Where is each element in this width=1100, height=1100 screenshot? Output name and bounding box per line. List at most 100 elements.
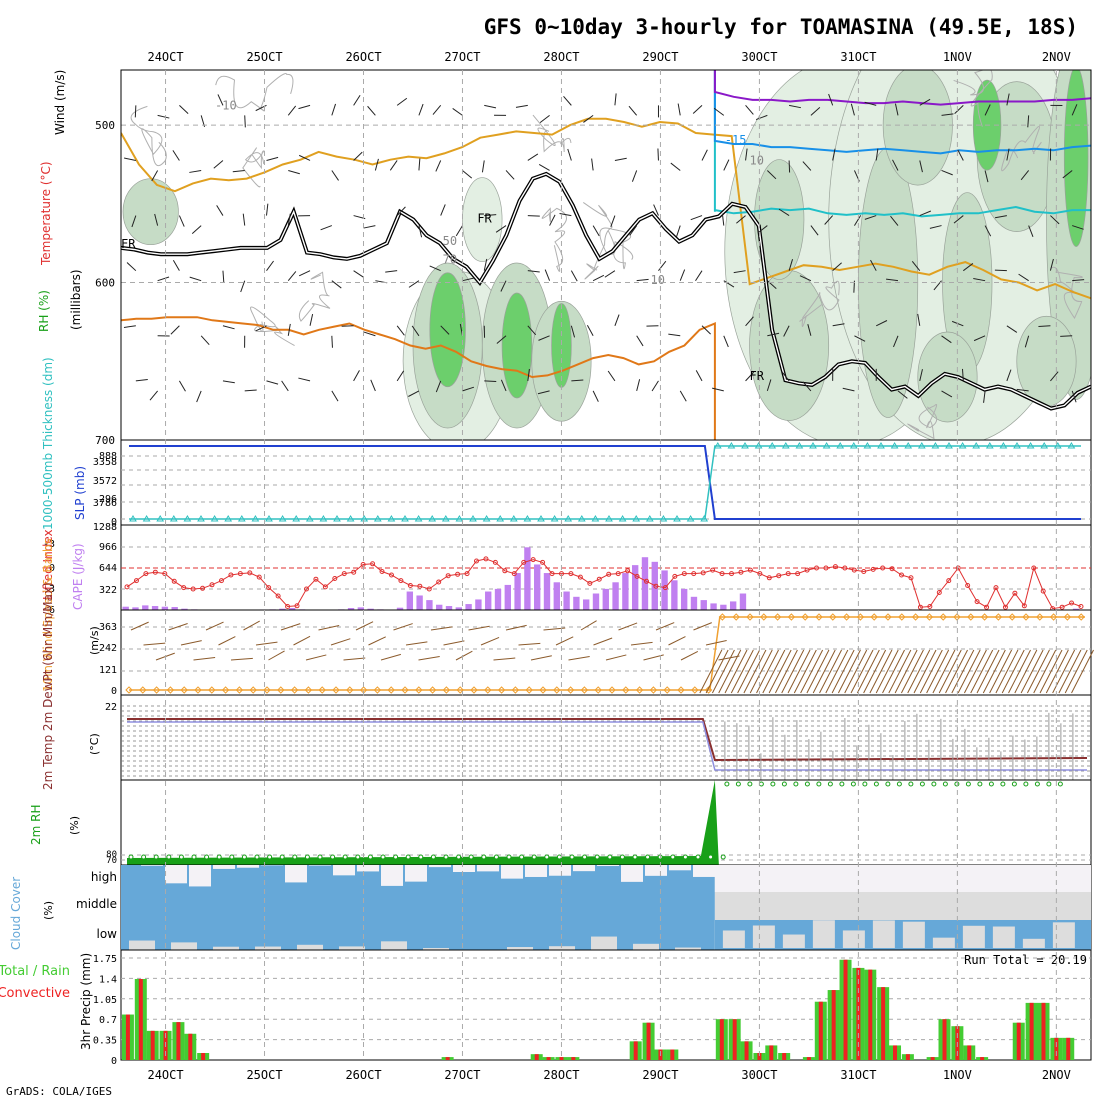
upper-wind-barb [832, 323, 845, 327]
date-label-bottom: 30OCT [741, 1068, 777, 1082]
upper-wind-barb [244, 115, 246, 128]
thickness-marker [237, 515, 246, 522]
date-label-top: 1NOV [943, 50, 972, 64]
cloud-low-block [812, 920, 835, 948]
lifted-marker [379, 569, 385, 574]
upper-wind-barb [537, 390, 550, 395]
lifted-marker [521, 559, 527, 565]
date-label-bottom: 27OCT [444, 1068, 480, 1082]
precip-bar-convective [1041, 1002, 1046, 1060]
upper-wind-barb [298, 270, 311, 277]
lifted-marker [1040, 588, 1046, 594]
wind-barb-dense [793, 649, 817, 694]
upper-wind-barb [1016, 388, 1029, 392]
upper-wind-barb [172, 260, 180, 271]
wind-barb-dense [705, 649, 729, 694]
upper-wind-barb [481, 160, 485, 173]
wind-barb [168, 622, 188, 631]
upper-wind-barb [385, 270, 398, 273]
cloud-low-block [171, 942, 197, 950]
date-label-top: 28OCT [543, 50, 579, 64]
cloud-high-block [669, 865, 691, 871]
cape-bar [504, 584, 511, 610]
thickness-marker [305, 515, 314, 522]
thickness-marker [142, 515, 151, 522]
upper-wind-barb [1072, 225, 1084, 230]
upper-wind-barb [954, 104, 964, 114]
precip-bar-convective [980, 1057, 985, 1060]
upper-wind-barb [941, 390, 953, 398]
wind-barb-dense [1026, 649, 1050, 694]
rh-shade-17 [1063, 70, 1089, 247]
upper-wind-barb [396, 370, 405, 382]
precip-bar-convective [831, 990, 836, 1060]
rh-shade-11 [749, 270, 830, 421]
upper-wind-barb [677, 103, 681, 116]
precip-bar-convective [893, 1045, 898, 1060]
slp-tick: 0 [111, 517, 117, 528]
upper-wind-barb [353, 370, 360, 382]
thickness-marker [618, 515, 627, 522]
lifted-marker [247, 570, 253, 576]
lifted-marker [662, 585, 668, 591]
thickness-marker [1053, 442, 1062, 449]
lifted-marker [464, 571, 470, 577]
cloud-high-block [693, 865, 715, 877]
cape-bar [739, 593, 747, 610]
upper-wind-barb [538, 164, 550, 171]
wind-barb [243, 620, 260, 631]
wind-barb [618, 622, 638, 631]
upper-wind-barb [370, 379, 376, 392]
upper-wind-barb [396, 97, 408, 106]
upper-wind-barb [810, 107, 821, 116]
temperature-line-4 [713, 70, 1091, 106]
rh2m-marker [873, 781, 879, 787]
wind-barb-dense [718, 649, 742, 694]
upper-wind-barb [527, 153, 539, 161]
upper-wind-barb [745, 316, 754, 327]
rh2m-marker [827, 781, 833, 787]
upper-wind-barb [462, 277, 475, 282]
lifted-marker [502, 568, 508, 574]
upper-wind-barb [636, 278, 649, 282]
precip-bar-convective [843, 959, 848, 1060]
upper-wind-barb [527, 368, 530, 381]
upper-wind-barb [692, 104, 703, 114]
wind-barb-dense [737, 649, 761, 694]
upper-wind-barb [592, 225, 600, 237]
cloud-low-block [339, 946, 365, 950]
lifted-marker [549, 571, 555, 577]
pressure-tick: 700 [95, 434, 115, 447]
lifted-marker [814, 565, 820, 571]
rh2m-marker [380, 854, 386, 860]
rh2m-tick: 70 [106, 856, 117, 866]
cloud-high-block [309, 865, 331, 866]
lifted-marker [776, 573, 782, 579]
upper-wind-barb [929, 225, 942, 229]
upper-wind-barb [870, 259, 877, 271]
upper-wind-barb [767, 332, 780, 337]
thickness-marker [700, 515, 709, 522]
wind-barb-dense [844, 649, 868, 694]
thickness-marker [577, 515, 586, 522]
upper-wind-barb [131, 215, 137, 228]
lifted-marker [285, 604, 291, 609]
lifted-marker [596, 576, 602, 582]
cloud-low-block [842, 930, 865, 948]
rh-contour-9 [953, 70, 993, 127]
wind-barb-dense [989, 649, 1013, 694]
upper-wind-barb [1018, 273, 1029, 282]
upper-wind-barb [679, 269, 686, 281]
upper-wind-barb [810, 225, 819, 236]
upper-wind-barb [919, 210, 932, 217]
upper-wind-barb [126, 262, 137, 272]
date-label-bottom: 2NOV [1042, 1068, 1071, 1082]
upper-wind-barb [653, 204, 659, 216]
wind-barb [130, 621, 149, 631]
precip-bar-convective [1066, 1037, 1071, 1060]
lifted-marker [181, 585, 187, 591]
thickness-marker [523, 515, 532, 522]
lifted-marker [946, 578, 952, 584]
lifted-marker [710, 567, 716, 573]
rh2m-marker [166, 854, 172, 860]
